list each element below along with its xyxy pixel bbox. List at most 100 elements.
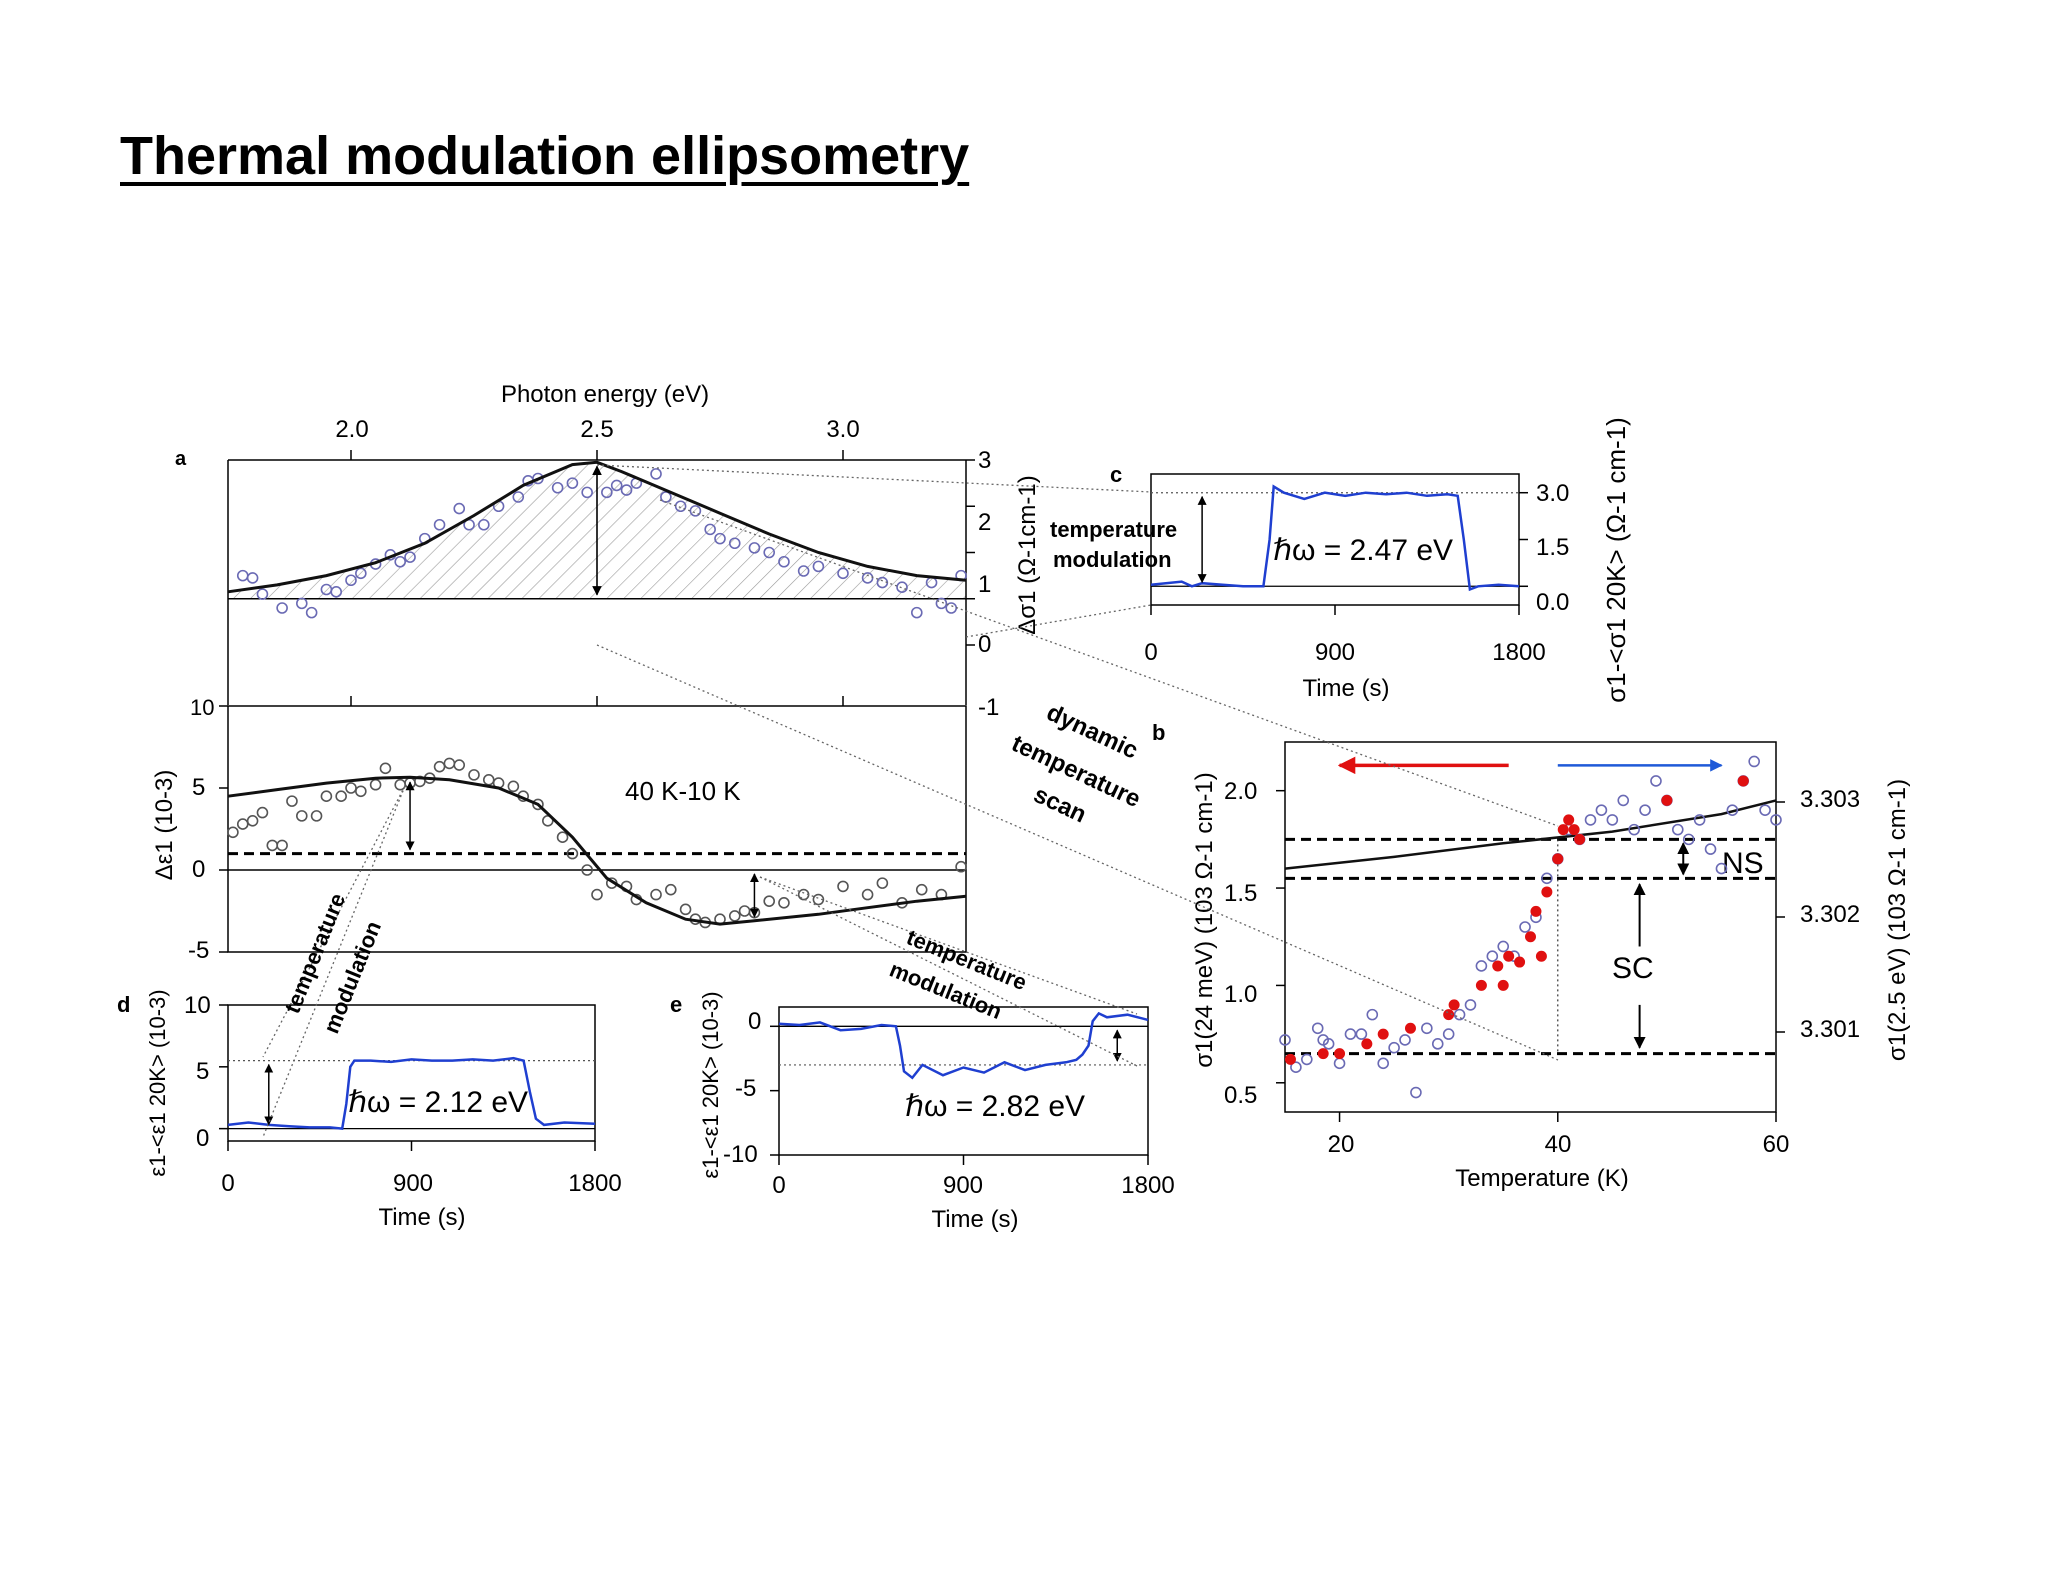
a-top-ytick: 1 bbox=[978, 571, 991, 598]
data-point bbox=[1519, 921, 1531, 933]
b-plot-area bbox=[1276, 741, 1785, 1122]
data-point bbox=[738, 905, 751, 917]
data-point bbox=[305, 606, 318, 619]
filled-point bbox=[1568, 824, 1580, 836]
data-point bbox=[1759, 804, 1771, 816]
data-point bbox=[482, 773, 495, 786]
data-point bbox=[591, 888, 603, 901]
data-point bbox=[861, 572, 874, 584]
panel-label-c: c bbox=[1110, 462, 1122, 487]
a-top-ytick: 0 bbox=[978, 631, 991, 658]
a-top-yticks: 3 2 1 0 -1 bbox=[978, 447, 999, 721]
data-point bbox=[650, 468, 662, 480]
data-point bbox=[512, 491, 525, 503]
a-bottom-annotation: 40 K-10 K bbox=[625, 776, 741, 806]
d-ytick: 0 bbox=[196, 1125, 209, 1152]
data-point bbox=[1322, 1038, 1335, 1050]
data-point bbox=[915, 883, 928, 896]
data-point bbox=[236, 569, 249, 582]
b-xticks: 20 40 60 bbox=[1328, 1131, 1790, 1158]
panel-e: e 0 -5 -10 ε1-<ε1 20K> (10-3) ℏω = 2.82 … bbox=[670, 991, 1175, 1233]
data-point bbox=[714, 532, 726, 545]
data-point bbox=[256, 806, 269, 819]
b-ytick: 1.5 bbox=[1224, 880, 1257, 907]
filled-point bbox=[1525, 931, 1536, 943]
data-point bbox=[286, 795, 298, 807]
d-ytick: 10 bbox=[184, 992, 211, 1019]
c-ytick: 1.5 bbox=[1536, 534, 1569, 561]
data-point bbox=[369, 778, 382, 791]
data-point bbox=[620, 484, 633, 496]
d-xtick: 1800 bbox=[568, 1170, 621, 1197]
data-point bbox=[295, 810, 308, 822]
a-bottom-ylabel: Δε1 (10-3) bbox=[151, 770, 178, 881]
b-right-tick: 3.302 bbox=[1800, 901, 1860, 928]
data-point bbox=[1475, 960, 1488, 972]
data-point bbox=[1693, 814, 1706, 826]
data-point bbox=[295, 597, 308, 610]
data-point bbox=[1301, 1053, 1313, 1066]
panel-b: b 2.0 1.5 1.0 0.5 σ1(24 meV) (103 Ω-1 cm… bbox=[1152, 720, 1911, 1192]
data-point bbox=[433, 518, 446, 531]
filled-point bbox=[1361, 1038, 1373, 1050]
data-point bbox=[394, 778, 407, 791]
data-point bbox=[236, 818, 249, 830]
c-ylabel: σ1-<σ1 20K> (Ω-1 cm-1) bbox=[1601, 417, 1631, 703]
e-ytick: -5 bbox=[735, 1075, 756, 1102]
fit-curve bbox=[227, 775, 967, 926]
data-point bbox=[689, 505, 702, 517]
d-xtick: 0 bbox=[221, 1170, 234, 1197]
filled-point bbox=[1574, 833, 1586, 845]
panel-label-a: a bbox=[175, 448, 187, 470]
data-point bbox=[246, 814, 259, 827]
panel-c: c temperature modulation ℏω = 2.47 eV 0 … bbox=[1050, 417, 1631, 703]
panel-d: d 10 5 0 ε1-<ε1 20K> (10-3) ℏω = 2.12 eV… bbox=[117, 989, 622, 1231]
data-point bbox=[581, 864, 593, 876]
data-point bbox=[1442, 1028, 1455, 1040]
data-point bbox=[1617, 794, 1630, 807]
filled-point bbox=[1530, 905, 1542, 917]
data-point bbox=[276, 839, 288, 852]
b-yticks: 2.0 1.5 1.0 0.5 bbox=[1224, 778, 1257, 1109]
data-point bbox=[355, 785, 367, 798]
b-ylabel: σ1(24 meV) (103 Ω-1 cm-1) bbox=[1191, 772, 1218, 1068]
filled-point bbox=[1284, 1053, 1296, 1065]
data-point bbox=[453, 502, 466, 515]
data-point bbox=[335, 790, 347, 803]
data-point bbox=[728, 537, 741, 550]
data-point bbox=[310, 810, 323, 822]
data-point bbox=[1453, 1008, 1466, 1021]
data-point bbox=[468, 769, 480, 781]
connector-line bbox=[965, 604, 1152, 638]
data-point bbox=[1290, 1061, 1302, 1074]
data-point bbox=[1639, 804, 1651, 816]
e-xlabel: Time (s) bbox=[931, 1206, 1018, 1233]
data-point bbox=[1704, 843, 1717, 855]
a-bottom-ytick: -5 bbox=[188, 937, 209, 964]
panel-a-top: a Photon energy (eV) 2.0 2.5 3.0 3 2 1 0… bbox=[175, 381, 1041, 721]
data-point bbox=[1377, 1057, 1389, 1070]
data-point bbox=[1410, 1086, 1422, 1099]
c-xlabel: Time (s) bbox=[1302, 675, 1389, 702]
filled-point bbox=[1661, 794, 1673, 806]
data-point bbox=[664, 883, 677, 896]
data-point bbox=[837, 567, 849, 580]
data-point bbox=[1486, 950, 1499, 963]
filled-point bbox=[1541, 886, 1553, 898]
top-xlabel: Photon energy (eV) bbox=[501, 381, 709, 408]
e-annotation: ℏω = 2.82 eV bbox=[905, 1090, 1085, 1123]
b-ytick: 1.0 bbox=[1224, 981, 1257, 1008]
data-point bbox=[837, 880, 849, 893]
b-ns-label: NS bbox=[1722, 847, 1764, 880]
d-xtick: 900 bbox=[393, 1170, 433, 1197]
data-point bbox=[1388, 1041, 1400, 1054]
filled-point bbox=[1552, 853, 1564, 865]
filled-point bbox=[1448, 999, 1460, 1011]
data-point bbox=[896, 581, 908, 593]
a-top-ytick: 2 bbox=[978, 509, 991, 536]
d-ylabel: ε1-<ε1 20K> (10-3) bbox=[145, 989, 170, 1176]
data-point bbox=[812, 560, 825, 573]
a-top-ytick: 3 bbox=[978, 447, 991, 474]
b-ytick: 2.0 bbox=[1224, 778, 1257, 805]
fit-curve bbox=[227, 460, 967, 594]
